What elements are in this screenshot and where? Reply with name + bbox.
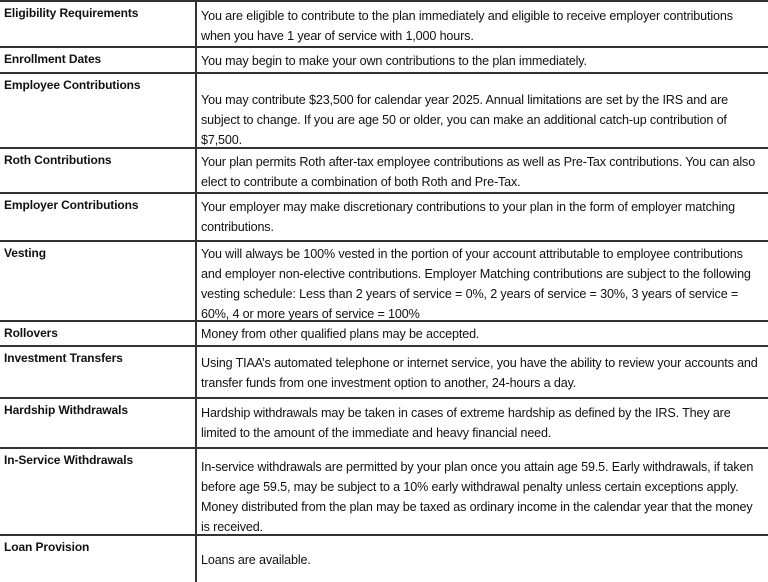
row-label: Roth Contributions <box>4 153 112 167</box>
column-divider <box>195 149 197 194</box>
table-row: Rollovers Money from other qualified plan… <box>0 320 768 347</box>
row-label: Hardship Withdrawals <box>4 403 128 417</box>
row-description: Loans are available. <box>201 553 311 567</box>
row-label: Loan Provision <box>4 540 90 554</box>
row-description: You may begin to make your own contribut… <box>201 54 587 68</box>
row-label: In-Service Withdrawals <box>4 453 134 467</box>
table-row: Roth Contributions Your plan permits Roth… <box>0 147 768 194</box>
column-divider <box>195 74 197 149</box>
row-description: In-service withdrawals are permitted by … <box>201 460 754 534</box>
row-description: You may contribute $23,500 for calendar … <box>201 93 729 147</box>
row-label: Rollovers <box>4 326 58 340</box>
table-row: Employer Contributions Your employer may … <box>0 192 768 242</box>
row-label: Vesting <box>4 246 46 260</box>
table-row: Vesting You will always be 100% vested in… <box>0 240 768 322</box>
table-row: Hardship Withdrawals Hardship withdrawals… <box>0 397 768 449</box>
row-label: Employee Contributions <box>4 78 141 92</box>
column-divider <box>195 536 197 582</box>
row-description: Your employer may make discretionary con… <box>201 200 735 234</box>
table-row: Eligibility Requirements You are eligible… <box>0 0 768 48</box>
column-divider <box>195 399 197 449</box>
column-divider <box>195 194 197 242</box>
column-divider <box>195 242 197 322</box>
column-divider <box>195 48 197 74</box>
row-description: Hardship withdrawals may be taken in cas… <box>201 406 731 440</box>
row-description: Money from other qualified plans may be … <box>201 327 480 341</box>
row-description: You are eligible to contribute to the pl… <box>201 9 733 43</box>
row-label: Eligibility Requirements <box>4 6 139 20</box>
column-divider <box>195 322 197 347</box>
row-label: Enrollment Dates <box>4 52 102 66</box>
table-row: Investment Transfers Using TIAA’s automat… <box>0 345 768 399</box>
column-divider <box>195 347 197 399</box>
column-divider <box>195 449 197 536</box>
table-row: In-Service Withdrawals In-service withdra… <box>0 447 768 536</box>
row-description: Using TIAA’s automated telephone or inte… <box>201 356 758 390</box>
row-label: Investment Transfers <box>4 351 123 365</box>
column-divider <box>195 2 197 48</box>
table-row: Employee Contributions You may contribute… <box>0 72 768 149</box>
row-label: Employer Contributions <box>4 198 139 212</box>
table-row: Loan Provision Loans are available. <box>0 534 768 582</box>
row-description: Your plan permits Roth after-tax employe… <box>201 155 756 189</box>
table-row: Enrollment Dates You may begin to make yo… <box>0 46 768 74</box>
row-description: You will always be 100% vested in the po… <box>201 247 751 321</box>
